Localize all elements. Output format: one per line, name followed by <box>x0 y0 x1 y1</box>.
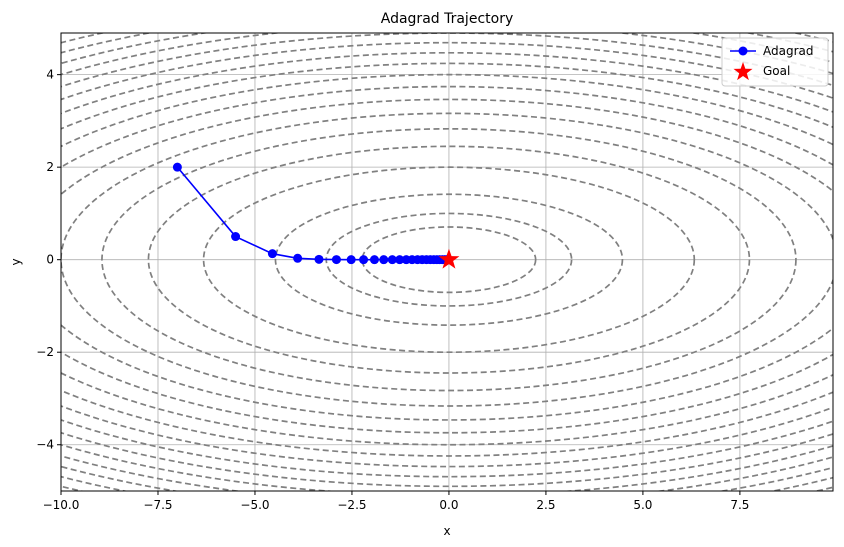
y-tick-label: −2 <box>36 345 54 359</box>
y-tick-label: −4 <box>36 438 54 452</box>
y-tick-label: 0 <box>46 253 54 267</box>
y-tick-label: 4 <box>46 68 54 82</box>
contour-line <box>61 52 833 468</box>
x-axis-ticks: −10.0 −7.5 −5.0 −2.5 0.0 2.5 5.0 7.5 <box>43 491 749 512</box>
contour-line <box>101 127 797 392</box>
adagrad-point <box>267 249 277 259</box>
legend-adagrad-label: Adagrad <box>763 44 814 58</box>
x-axis-label: x <box>443 524 450 538</box>
contour-line <box>61 62 833 457</box>
legend-adagrad-marker <box>738 46 748 56</box>
legend-goal-marker <box>733 62 753 81</box>
adagrad-point <box>331 255 341 265</box>
adagrad-point <box>293 253 303 263</box>
legend: Adagrad Goal <box>721 37 829 87</box>
contour-line <box>61 112 833 407</box>
contour-line <box>61 98 833 421</box>
x-tick-label: −2.5 <box>337 498 366 512</box>
contour-line <box>147 145 751 374</box>
contour-line <box>61 73 833 446</box>
adagrad-point <box>231 232 241 242</box>
chart-title: Adagrad Trajectory <box>381 11 513 27</box>
adagrad-point <box>395 255 405 265</box>
x-tick-label: 2.5 <box>536 498 555 512</box>
series-layer <box>172 162 460 269</box>
goal-marker <box>438 248 460 269</box>
legend-goal-label: Goal <box>763 64 790 78</box>
adagrad-point <box>314 254 324 264</box>
contour-line <box>361 226 537 294</box>
adagrad-point <box>387 255 397 265</box>
adagrad-point <box>359 255 369 265</box>
legend-box <box>721 37 829 87</box>
plot-frame <box>60 32 834 492</box>
y-axis-ticks: −4 −2 0 2 4 <box>36 68 61 452</box>
contour-line <box>202 166 696 354</box>
x-tick-label: −10.0 <box>43 498 80 512</box>
x-tick-label: 0.0 <box>439 498 458 512</box>
adagrad-point <box>346 255 356 265</box>
contour-line <box>274 193 624 326</box>
y-tick-label: 2 <box>46 160 54 174</box>
x-tick-label: −5.0 <box>240 498 269 512</box>
y-axis-label: y <box>9 258 23 265</box>
adagrad-point <box>172 162 182 172</box>
x-tick-label: −7.5 <box>143 498 172 512</box>
adagrad-point <box>369 255 379 265</box>
x-tick-label: 5.0 <box>633 498 652 512</box>
adagrad-point <box>379 255 389 265</box>
x-tick-label: 7.5 <box>730 498 749 512</box>
